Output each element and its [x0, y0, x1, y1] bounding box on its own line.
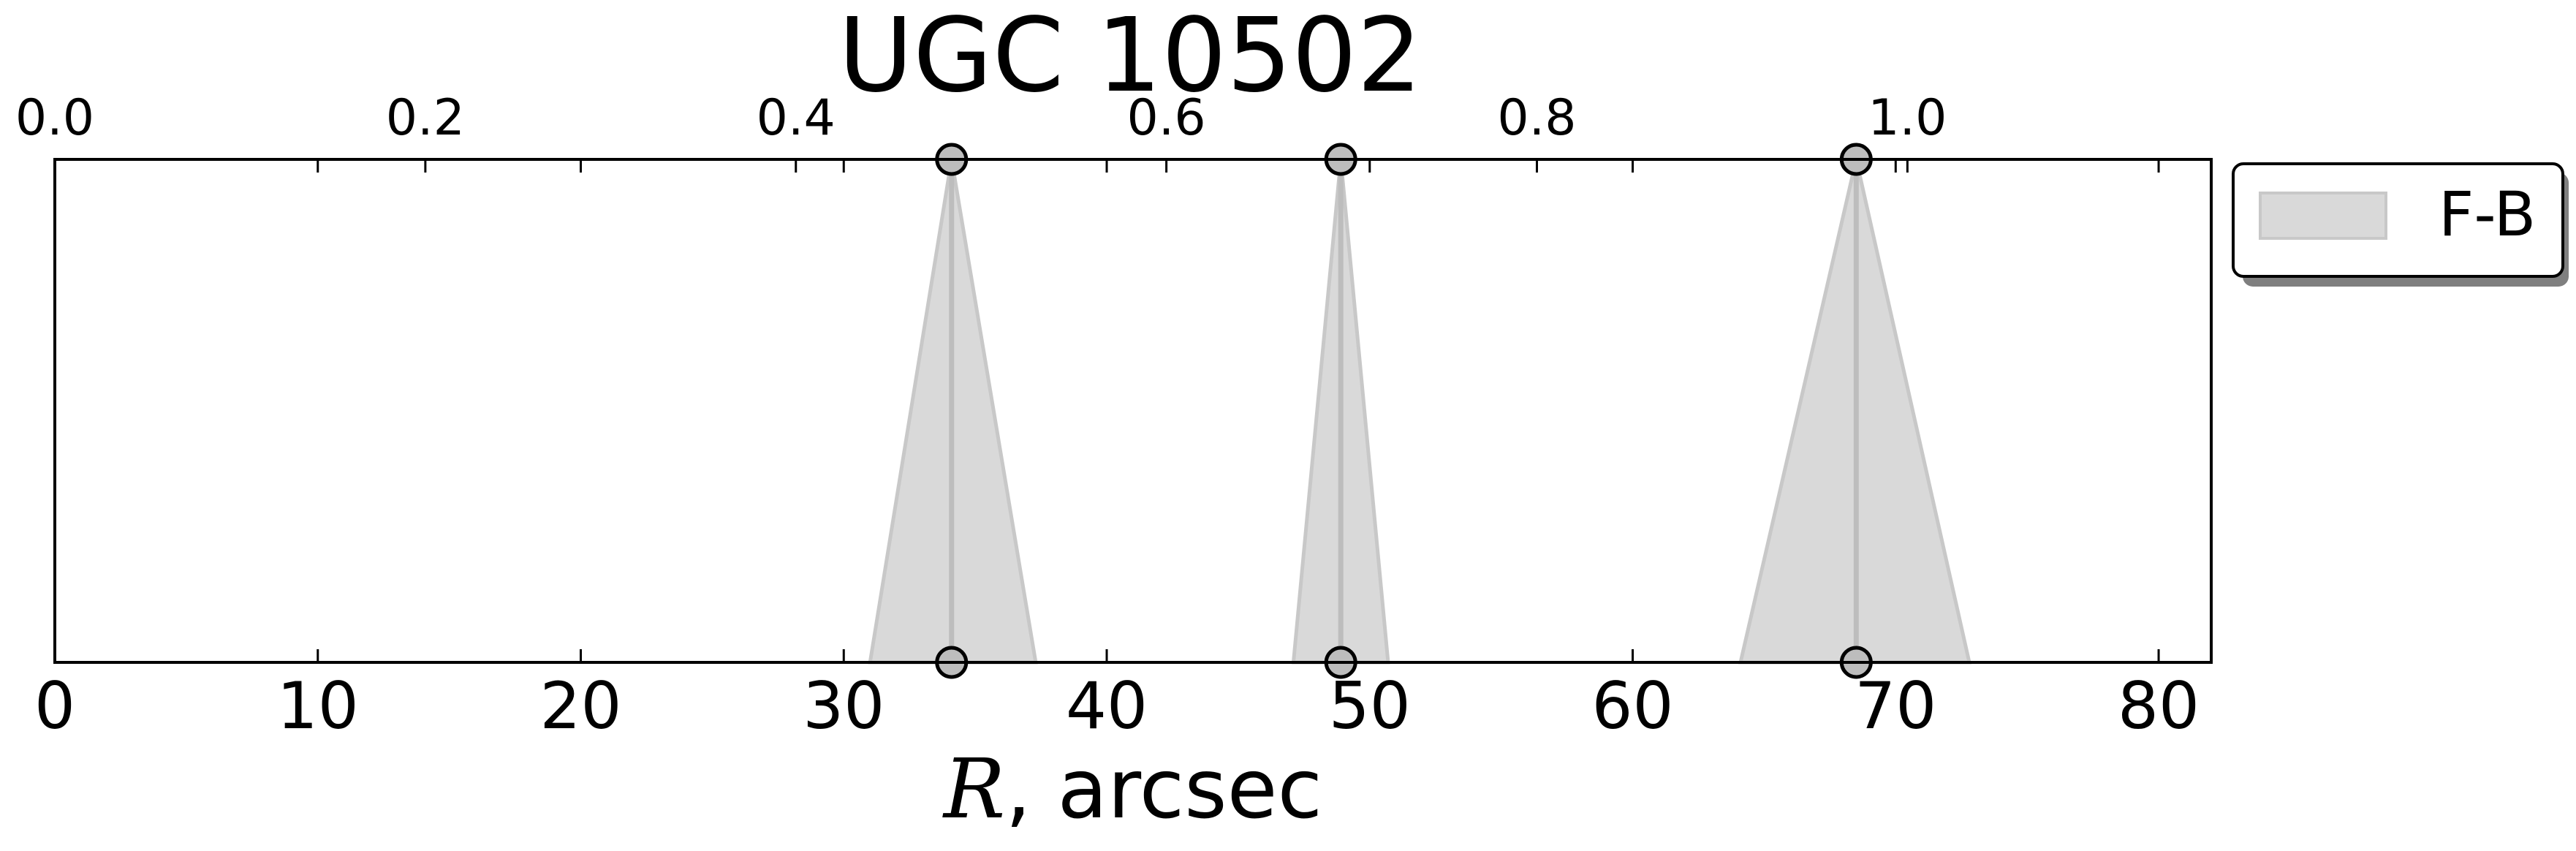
bottom-tick-label: 60	[1592, 668, 1674, 744]
bottom-tick-label: 10	[277, 668, 359, 744]
bottom-axis: 0 10 20 30 40 50 60 70 80	[34, 159, 2200, 744]
legend-label-f-b: F-B	[2439, 178, 2536, 250]
top-tick-label: 1.0	[1868, 89, 1947, 147]
top-tick-label: 0.0	[15, 89, 94, 147]
plot-frame	[53, 158, 2213, 664]
bottom-tick-label: 30	[803, 668, 884, 744]
plot-area	[868, 143, 1972, 679]
top-tick-label: 0.6	[1127, 89, 1206, 147]
bottom-tick-label: 80	[2118, 668, 2200, 744]
bottom-tick-label: 0	[34, 668, 75, 744]
x-axis-label-variable: R	[942, 742, 1005, 837]
chart-title: UGC 10502	[838, 0, 1423, 116]
x-axis-label: R, arcsec	[942, 742, 1322, 837]
bottom-tick-label: 50	[1329, 668, 1411, 744]
legend-swatch-f-b	[2259, 192, 2387, 240]
x-axis-label-unit: , arcsec	[1005, 742, 1322, 837]
legend: F-B	[2232, 162, 2569, 287]
top-tick-label: 0.2	[386, 89, 465, 147]
top-axis: 0.0 0.2 0.4 0.6 0.8 1.0	[15, 89, 1947, 173]
top-tick-label: 0.8	[1497, 89, 1576, 147]
top-tick-label: 0.4	[757, 89, 836, 147]
bottom-tick-label: 40	[1066, 668, 1148, 744]
bottom-tick-label: 70	[1855, 668, 1936, 744]
bottom-tick-label: 20	[540, 668, 622, 744]
